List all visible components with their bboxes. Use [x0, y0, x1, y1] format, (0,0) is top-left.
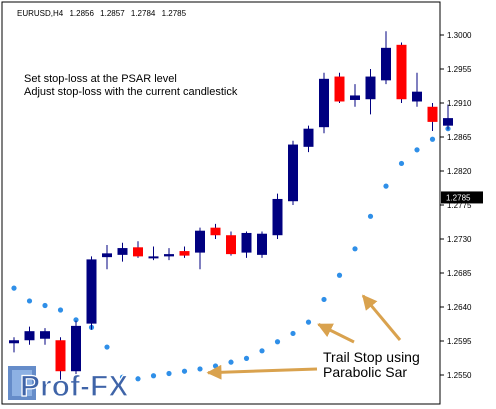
strategy-note-line1: Set stop-loss at the PSAR level — [24, 73, 177, 85]
y-tick-label: 1.2550 — [447, 371, 472, 380]
psar-dot — [42, 302, 48, 309]
price-axis: 1.30001.29551.29101.28651.28201.27751.27… — [1, 1, 483, 405]
psar-dot — [259, 348, 265, 354]
strategy-note-line2: Adjust stop-loss with the current candle… — [24, 86, 238, 98]
annotation-arrows — [206, 294, 402, 380]
psar-dot — [57, 307, 64, 313]
plot-frame — [1, 1, 441, 405]
bull-candle — [381, 47, 391, 81]
open-value: 1.2856 — [69, 9, 94, 18]
bull-candle — [86, 259, 97, 324]
bull-candle — [319, 78, 329, 128]
psar-dot — [367, 213, 374, 219]
low-value: 1.2784 — [130, 9, 156, 18]
strategy-note: Set stop-loss at the PSAR level Adjust s… — [24, 73, 237, 99]
bull-candle — [9, 340, 19, 344]
bull-candle — [288, 144, 298, 202]
bear-candle — [179, 251, 190, 256]
psar-dot — [321, 296, 327, 303]
current-price-label: 1.2785 — [446, 193, 471, 202]
bull-candle — [40, 331, 50, 339]
bull-candle — [71, 325, 81, 372]
psar-dot — [429, 136, 436, 142]
bear-candle — [226, 235, 236, 255]
svg-text:Prof-FX: Prof-FX — [20, 370, 128, 403]
bull-candle — [350, 95, 360, 100]
psar-dot — [352, 246, 358, 252]
bull-candle — [303, 128, 314, 147]
psar-dot — [73, 317, 79, 323]
psar-dot — [228, 359, 234, 365]
psar-dot — [135, 376, 141, 382]
psar-dot — [305, 319, 312, 325]
psar-dot — [414, 147, 420, 153]
psar-dot — [383, 183, 389, 189]
trail-stop-line2: Parabolic Sar — [323, 364, 408, 380]
bull-candle — [148, 256, 159, 259]
y-tick-label: 1.2955 — [447, 65, 472, 74]
trail-stop-note: Trail Stop using Parabolic Sar — [323, 350, 420, 380]
y-tick-label: 1.2730 — [447, 235, 472, 244]
psar-dot — [181, 368, 188, 374]
y-tick-label: 1.2640 — [447, 303, 472, 312]
y-tick-label: 1.2910 — [447, 99, 472, 108]
bear-candle — [55, 340, 66, 372]
bull-candle — [24, 331, 35, 341]
psar-dot — [11, 285, 17, 291]
bear-candle — [396, 44, 407, 100]
arrow-to-mid-psar — [317, 323, 355, 344]
y-tick-label: 1.3000 — [447, 31, 472, 40]
bull-candle — [443, 118, 453, 126]
bull-candle — [117, 248, 128, 255]
psar-dot — [197, 366, 203, 372]
symbol-header: EURUSD,H4 1.2856 1.2857 1.2784 1.2785 — [17, 9, 190, 18]
psar-dot — [212, 363, 219, 369]
close-value: 1.2785 — [161, 9, 187, 18]
bull-candle — [365, 76, 376, 100]
bull-candle — [272, 198, 283, 236]
trail-stop-line1: Trail Stop using — [323, 349, 420, 365]
y-tick-label: 1.2775 — [447, 201, 472, 210]
bull-candle — [195, 230, 205, 253]
bull-candle — [257, 233, 267, 255]
psar-dot — [243, 355, 250, 361]
bear-candle — [133, 247, 143, 257]
bear-candle — [210, 227, 221, 236]
y-tick-label: 1.2865 — [447, 133, 472, 142]
arrow-to-lower-psar — [206, 364, 318, 380]
psar-dot — [104, 344, 110, 350]
psar-dot — [166, 370, 172, 377]
psar-dot — [336, 272, 343, 278]
psar-dot — [119, 374, 126, 380]
high-value: 1.2857 — [100, 9, 125, 18]
bull-candle — [164, 254, 174, 257]
current-price-tag — [441, 191, 483, 204]
psar-dot — [398, 160, 405, 167]
psar-dot — [150, 373, 157, 379]
psar-dot — [274, 339, 281, 345]
y-tick-label: 1.2820 — [447, 167, 472, 176]
psar-dot — [290, 330, 296, 337]
bear-candle — [334, 76, 345, 102]
psar-dot — [26, 298, 33, 304]
bull-candle — [241, 232, 252, 253]
bull-candle — [412, 91, 422, 102]
y-tick-label: 1.2685 — [447, 269, 472, 278]
symbol-label: EURUSD,H4 — [17, 9, 64, 18]
arrow-to-upper-psar — [361, 294, 402, 341]
bull-candle — [102, 253, 112, 258]
prof-fx-logo: Prof-FX — [8, 366, 129, 404]
bear-candle — [427, 106, 438, 122]
candle-series — [9, 31, 453, 383]
y-tick-label: 1.2595 — [447, 337, 472, 346]
